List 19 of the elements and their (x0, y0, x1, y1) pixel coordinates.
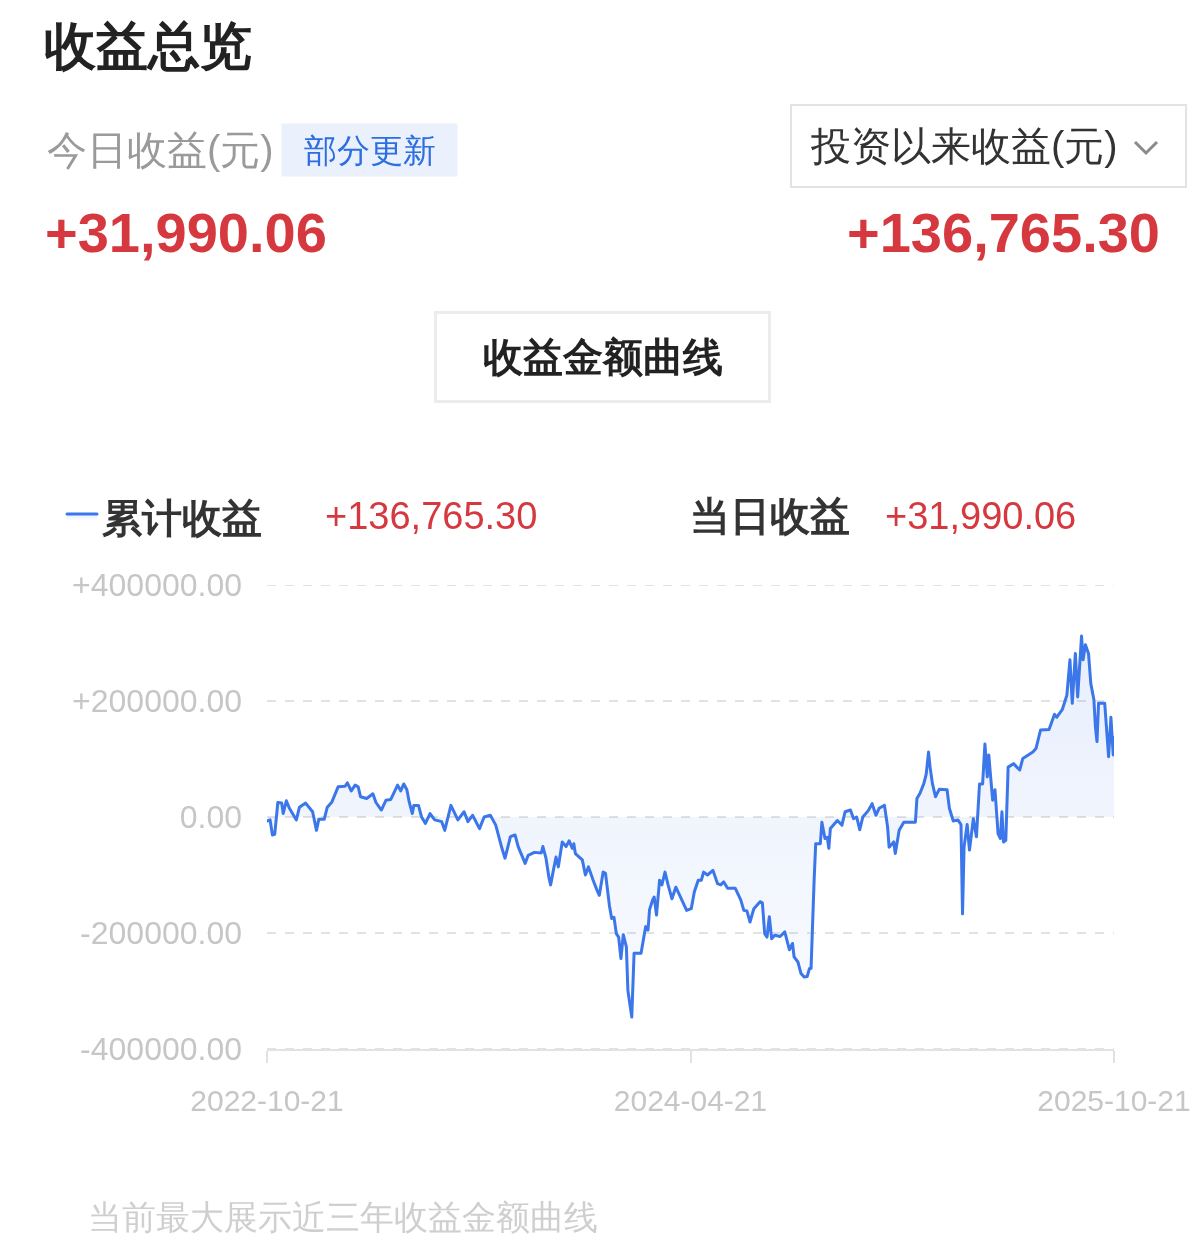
x-tick-label: 2022-10-21 (190, 1084, 344, 1117)
text: +136,765.30 (325, 495, 538, 537)
y-tick-label: +200000.00 (72, 683, 242, 720)
y-tick-label: +400000.00 (72, 567, 242, 604)
text: +31,990.06 (45, 201, 327, 264)
chart-title: 收益总览 (44, 17, 252, 76)
text: +31,990.06 (885, 495, 1077, 537)
text: 投资以来收益(元) (810, 124, 1118, 168)
text: 部分更新 (303, 131, 436, 169)
text: 今日收益(元) (47, 128, 274, 172)
y-tick-label: -400000.00 (80, 1031, 242, 1068)
text: 收益金额曲线 (482, 335, 723, 379)
text: 当日收益 (690, 494, 850, 538)
x-tick-label: 2025-10-21 (1037, 1084, 1191, 1117)
y-tick-label: 0.00 (179, 799, 242, 836)
x-tick-label: 2024-04-21 (613, 1084, 768, 1117)
text: +136,765.30 (847, 201, 1160, 264)
y-tick-label: -200000.00 (80, 915, 242, 952)
legend-label: 累计收益 (102, 495, 262, 540)
